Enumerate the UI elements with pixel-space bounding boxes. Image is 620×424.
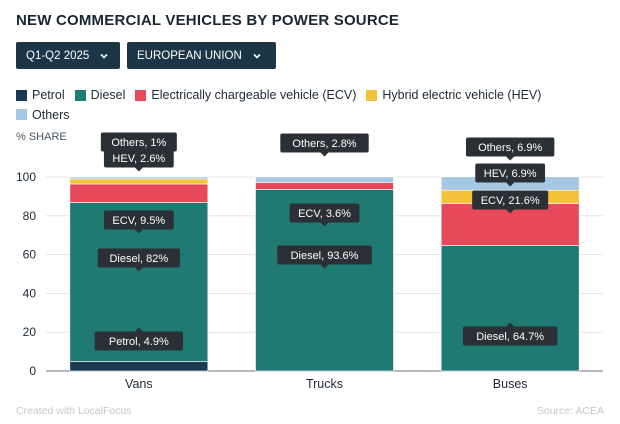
legend-label: Hybrid electric vehicle (HEV) (382, 88, 542, 102)
data-label-box (100, 132, 177, 152)
bar-segment-ecv (255, 182, 394, 190)
data-label-text: Others, 1% (111, 137, 166, 149)
data-label: Others, 1% (100, 132, 177, 156)
x-tick-label: Trucks (306, 377, 343, 391)
data-label-pointer (506, 182, 515, 187)
data-label-text: ECV, 9.5% (112, 215, 165, 227)
data-label: ECV, 9.5% (103, 210, 174, 234)
data-label: HEV, 6.9% (475, 163, 546, 187)
data-label-text: HEV, 6.9% (484, 168, 537, 180)
legend-label: Diesel (90, 88, 126, 102)
bar-segment-others (69, 176, 209, 180)
data-label-text: Diesel, 93.6% (291, 250, 359, 262)
data-label-box (472, 190, 549, 210)
legend-item-petrol[interactable]: Petrol (16, 86, 65, 104)
data-label-box (97, 248, 180, 268)
data-label-pointer (134, 267, 143, 272)
data-label-text: ECV, 21.6% (481, 195, 540, 207)
data-label-text: Diesel, 64.7% (476, 331, 544, 343)
data-label-box (280, 133, 369, 153)
legend-item-others[interactable]: Others (16, 106, 70, 124)
data-label-text: Others, 2.8% (292, 138, 356, 150)
data-label-box (103, 148, 174, 168)
y-tick-label: 100 (16, 170, 36, 184)
period-dropdown-label: Q1-Q2 2025 (26, 49, 90, 62)
data-label-text: ECV, 3.6% (298, 208, 351, 220)
legend-item-diesel[interactable]: Diesel (74, 86, 126, 104)
x-tick-label: Vans (125, 377, 153, 391)
data-label-pointer (134, 327, 143, 332)
data-label: Others, 2.8% (280, 133, 369, 157)
chart-title: NEW COMMERCIAL VEHICLES BY POWER SOURCE (16, 12, 400, 29)
legend-swatch (366, 89, 378, 101)
data-label-pointer (506, 322, 515, 327)
bar-segment-ecv (69, 183, 209, 203)
legend-swatch (74, 89, 86, 101)
legend-item-ecv[interactable]: Electrically chargeable vehicle (ECV) (135, 86, 356, 104)
data-label: Diesel, 64.7% (462, 322, 558, 346)
data-label-pointer (320, 264, 329, 269)
region-dropdown-label: EUROPEAN UNION (137, 49, 242, 62)
data-label: Petrol, 4.9% (94, 327, 184, 351)
legend-label: Electrically chargeable vehicle (ECV) (151, 88, 357, 102)
x-tick-label: Buses (493, 377, 528, 391)
bar-segment-hev (69, 178, 209, 185)
chevron-down-icon (253, 53, 261, 59)
credit-text: Created with LocalFocus (16, 405, 132, 417)
data-label-text: Others, 6.9% (478, 142, 542, 154)
bar-segment-others (255, 176, 394, 183)
data-label: HEV, 2.6% (103, 148, 174, 172)
data-label-box (289, 203, 360, 223)
data-label-box (465, 137, 555, 157)
data-label-pointer (320, 152, 329, 157)
data-label: Diesel, 82% (97, 248, 180, 272)
data-label-pointer (506, 156, 515, 161)
y-tick-label: 60 (23, 248, 37, 262)
data-label-text: Petrol, 4.9% (109, 336, 169, 348)
data-label: ECV, 21.6% (472, 190, 549, 214)
y-tick-label: 80 (23, 209, 37, 223)
data-label: Diesel, 93.6% (277, 245, 372, 269)
data-label-box (277, 245, 372, 265)
chevron-down-icon (100, 53, 108, 59)
data-label-text: Diesel, 82% (109, 253, 168, 265)
data-label-pointer (134, 229, 143, 234)
region-dropdown[interactable]: EUROPEAN UNION (127, 42, 276, 69)
data-label: Others, 6.9% (465, 137, 555, 161)
legend-item-hev[interactable]: Hybrid electric vehicle (HEV) (366, 86, 541, 104)
y-tick-label: 0 (29, 364, 36, 378)
legend-swatch (16, 109, 27, 120)
y-axis-label: % SHARE (16, 131, 67, 143)
bar-segment-diesel (440, 245, 580, 372)
period-dropdown[interactable]: Q1-Q2 2025 (16, 42, 120, 69)
y-tick-label: 20 (23, 325, 37, 339)
bar-segment-petrol (69, 361, 209, 372)
legend-label: Others (32, 107, 70, 122)
data-label-pointer (134, 167, 143, 172)
source-text: Source: ACEA (536, 405, 604, 417)
legend-label: Petrol (32, 88, 65, 102)
data-label: ECV, 3.6% (289, 203, 360, 227)
data-label-box (462, 326, 558, 346)
legend-swatch (135, 89, 147, 101)
data-label-text: HEV, 2.6% (112, 153, 165, 165)
data-label-pointer (506, 209, 515, 214)
data-label-box (475, 163, 546, 183)
chart-legend: Petrol Diesel Electrically chargeable vehi… (16, 86, 606, 125)
data-label-box (94, 331, 184, 351)
data-label-box (103, 210, 174, 230)
legend-swatch (16, 89, 27, 101)
y-tick-label: 40 (23, 286, 37, 300)
data-label-pointer (320, 222, 329, 227)
